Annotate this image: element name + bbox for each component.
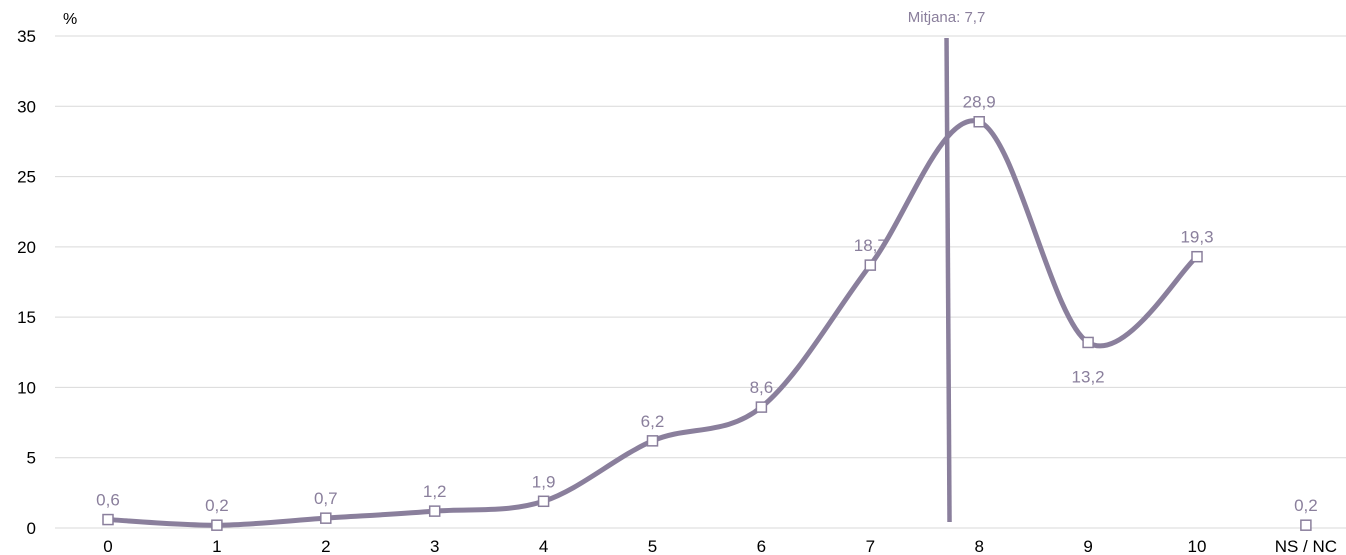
data-label: 0,6: [96, 491, 120, 510]
x-tick-label: 3: [430, 537, 439, 555]
x-tick-label: 6: [757, 537, 766, 555]
x-tick-label: 8: [974, 537, 983, 555]
y-tick-label: 35: [17, 27, 36, 46]
data-label: 8,6: [750, 378, 774, 397]
x-tick-label: 4: [539, 537, 548, 555]
data-point-marker: [864, 259, 877, 271]
x-tick-label: 9: [1083, 537, 1092, 555]
x-tick-label: NS / NC: [1275, 537, 1337, 555]
data-label: 0,2: [205, 496, 229, 515]
y-tick-label: 25: [17, 168, 36, 187]
y-tick-label: 15: [17, 308, 36, 327]
x-axis-tick-labels: 0 1 2 3 4 5 6 7 8 9 10 NS / NC: [103, 537, 1337, 555]
data-labels: 0,6 0,2 0,7 1,2 1,9 6,2 8,6 18,7 28,9 13,2 19,3 0,2: [96, 93, 1318, 515]
y-tick-label: 20: [17, 238, 36, 257]
y-tick-label: 30: [17, 97, 36, 116]
data-point-marker: [1082, 336, 1094, 349]
x-tick-label: 10: [1188, 537, 1207, 555]
data-point-marker: [428, 505, 441, 517]
data-label: 1,2: [423, 482, 447, 501]
x-tick-label: 0: [103, 537, 112, 555]
data-point-marker: [755, 401, 768, 413]
data-point-marker: [211, 519, 223, 531]
y-axis-unit-label: %: [63, 11, 77, 28]
y-axis-tick-labels: 0 5 10 15 20 25 30 35: [17, 27, 36, 538]
data-label: 0,2: [1294, 496, 1318, 515]
data-point-marker: [1300, 519, 1312, 531]
mean-line-rule: [944, 37, 952, 523]
data-label: 6,2: [641, 412, 665, 431]
data-label: 0,7: [314, 489, 338, 508]
data-point-marker: [320, 512, 332, 524]
data-point-marker: [973, 115, 985, 128]
series-line: [105, 118, 1200, 528]
data-label: 18,7: [854, 236, 887, 255]
gridlines: [55, 35, 1346, 529]
mean-line: Mitjana: 7,7: [908, 9, 986, 523]
x-tick-label: 2: [321, 537, 330, 555]
x-tick-label: 1: [212, 537, 221, 555]
data-label: 13,2: [1072, 367, 1105, 386]
x-tick-label: 7: [866, 537, 875, 555]
data-label: 28,9: [963, 93, 996, 112]
mean-line-label: Mitjana: 7,7: [908, 9, 986, 26]
data-label: 1,9: [532, 472, 556, 491]
series-line-path: [105, 118, 1200, 528]
data-point-marker: [102, 513, 114, 526]
data-label: 19,3: [1180, 228, 1213, 247]
data-point-marker: [646, 435, 659, 447]
y-tick-label: 5: [27, 449, 36, 468]
y-tick-label: 10: [17, 378, 36, 397]
data-points: [102, 115, 1312, 531]
data-point-marker: [537, 495, 550, 508]
x-tick-label: 5: [648, 537, 657, 555]
data-point-marker: [1191, 250, 1203, 263]
y-tick-label: 0: [27, 519, 36, 538]
